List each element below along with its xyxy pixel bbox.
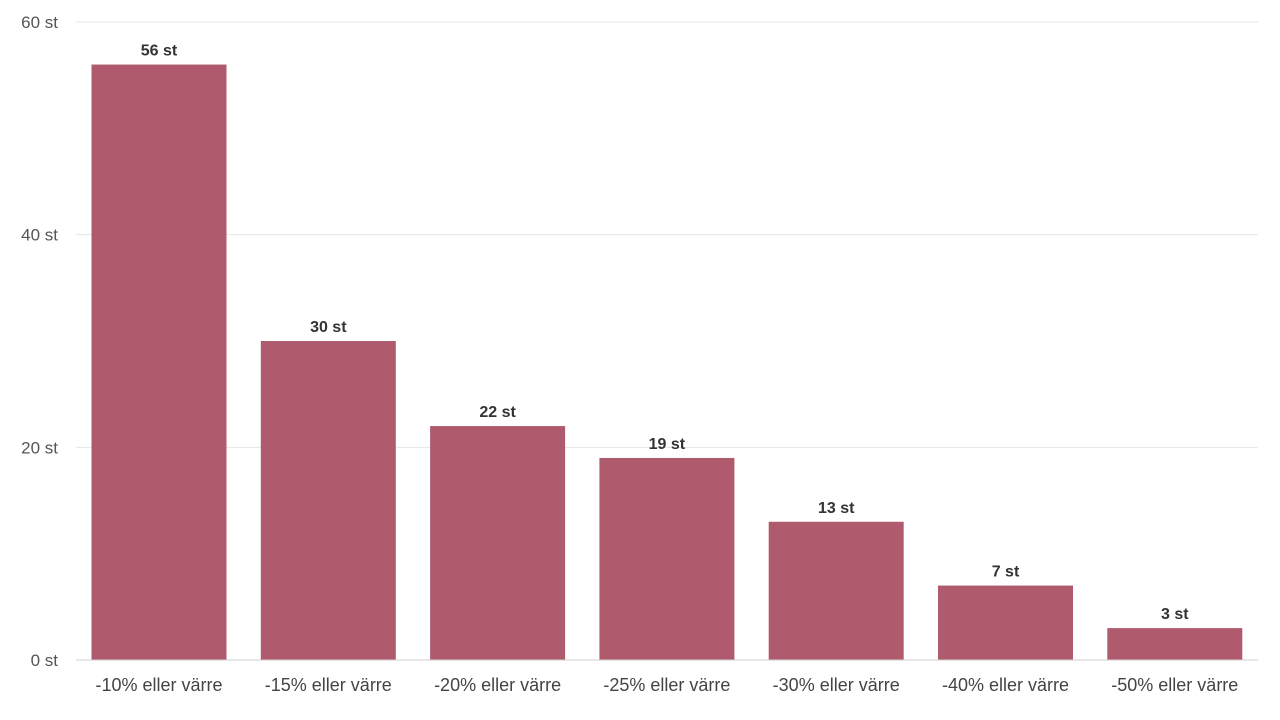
gridlines	[76, 21, 1258, 448]
x-tick-label: -20% eller värre	[434, 675, 561, 695]
bar	[1107, 628, 1243, 660]
y-axis-ticks: 0 st 20 st 40 st 60 st	[21, 13, 58, 670]
bar-value-label: 56 st	[141, 43, 178, 60]
y-tick-label: 40 st	[21, 226, 58, 245]
data-labels: 56 st 30 st 22 st 19 st 13 st 7 st 3 st	[141, 43, 1189, 624]
bar	[91, 64, 227, 661]
bar-value-label: 22 st	[479, 404, 516, 421]
bar	[260, 341, 396, 660]
x-tick-label: -10% eller värre	[95, 675, 222, 695]
x-tick-label: -50% eller värre	[1111, 675, 1238, 695]
bar-value-label: 30 st	[310, 319, 347, 336]
bar	[768, 521, 904, 660]
y-tick-label: 60 st	[21, 13, 58, 32]
bar	[938, 585, 1073, 660]
y-tick-label: 20 st	[21, 438, 58, 457]
bars	[91, 64, 1243, 661]
x-axis-ticks: -10% eller värre -15% eller värre -20% ell…	[95, 675, 1238, 695]
bar	[430, 426, 566, 660]
bar	[599, 457, 735, 660]
x-tick-label: -40% eller värre	[942, 675, 1069, 695]
bar-value-label: 19 st	[649, 436, 686, 453]
x-tick-label: -25% eller värre	[603, 675, 730, 695]
bar-value-label: 13 st	[818, 500, 855, 517]
bar-value-label: 7 st	[992, 564, 1020, 581]
y-tick-label: 0 st	[31, 651, 59, 670]
x-tick-label: -15% eller värre	[265, 675, 392, 695]
x-tick-label: -30% eller värre	[773, 675, 900, 695]
bar-value-label: 3 st	[1161, 606, 1189, 623]
